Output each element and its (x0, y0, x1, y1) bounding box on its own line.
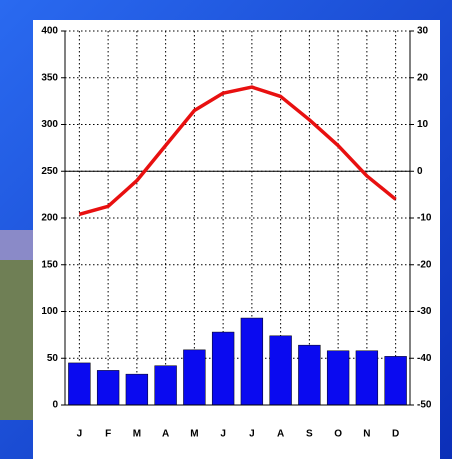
bar (211, 331, 235, 406)
y2-tick-label: -50 (417, 400, 432, 411)
y-tick-label: 250 (41, 166, 58, 177)
bar (269, 335, 292, 406)
y-tick-label: 50 (47, 353, 59, 364)
y2-tick-label: -20 (417, 259, 432, 270)
x-tick-label: M (133, 429, 141, 440)
y2-tick-label: 0 (417, 166, 423, 177)
x-tick-label: J (77, 429, 83, 440)
bar (355, 350, 379, 406)
bar (154, 365, 177, 406)
x-tick-label: N (363, 429, 370, 440)
bar (298, 344, 321, 406)
x-tick-label: O (334, 429, 342, 440)
y-tick-label: 300 (41, 119, 58, 130)
y2-tick-label: 20 (417, 72, 429, 83)
x-tick-label: S (306, 429, 313, 440)
x-tick-label: A (162, 429, 169, 440)
y-tick-label: 350 (41, 72, 58, 83)
bar (68, 362, 91, 406)
bar (384, 356, 407, 406)
x-tick-label: A (277, 429, 284, 440)
y-tick-label: 100 (41, 306, 58, 317)
y2-tick-label: -40 (417, 353, 432, 364)
x-tick-label: M (190, 429, 198, 440)
y-tick-label: 200 (41, 213, 58, 224)
x-tick-label: J (249, 429, 255, 440)
bar (125, 373, 149, 406)
x-tick-label: F (105, 429, 111, 440)
bar (183, 349, 206, 406)
landscape-field (0, 260, 34, 420)
chart-panel (33, 20, 440, 459)
x-tick-label: D (392, 429, 399, 440)
bar (240, 317, 264, 406)
y2-tick-label: 10 (417, 119, 429, 130)
y-tick-label: 0 (52, 400, 58, 411)
y2-tick-label: -10 (417, 213, 432, 224)
y-tick-label: 150 (41, 259, 58, 270)
bar (326, 350, 350, 406)
y2-tick-label: 30 (417, 26, 429, 37)
y2-tick-label: -30 (417, 306, 432, 317)
bar (96, 370, 120, 406)
landscape-sky (0, 230, 34, 260)
x-tick-label: J (220, 429, 226, 440)
y-tick-label: 400 (41, 26, 58, 37)
line (78, 85, 397, 216)
